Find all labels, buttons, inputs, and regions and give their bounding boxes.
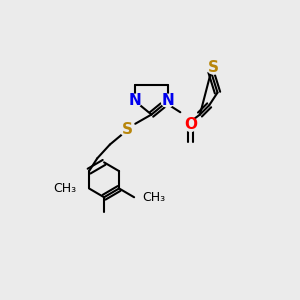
Text: S: S (122, 122, 133, 137)
Circle shape (161, 94, 174, 107)
Circle shape (184, 118, 197, 131)
Text: CH₃: CH₃ (53, 182, 76, 195)
Text: O: O (184, 117, 197, 132)
Text: S: S (208, 60, 219, 75)
Circle shape (129, 94, 142, 107)
Text: CH₃: CH₃ (142, 191, 165, 204)
Circle shape (207, 60, 221, 74)
Circle shape (120, 123, 134, 136)
Text: N: N (161, 93, 174, 108)
Text: N: N (129, 93, 142, 108)
